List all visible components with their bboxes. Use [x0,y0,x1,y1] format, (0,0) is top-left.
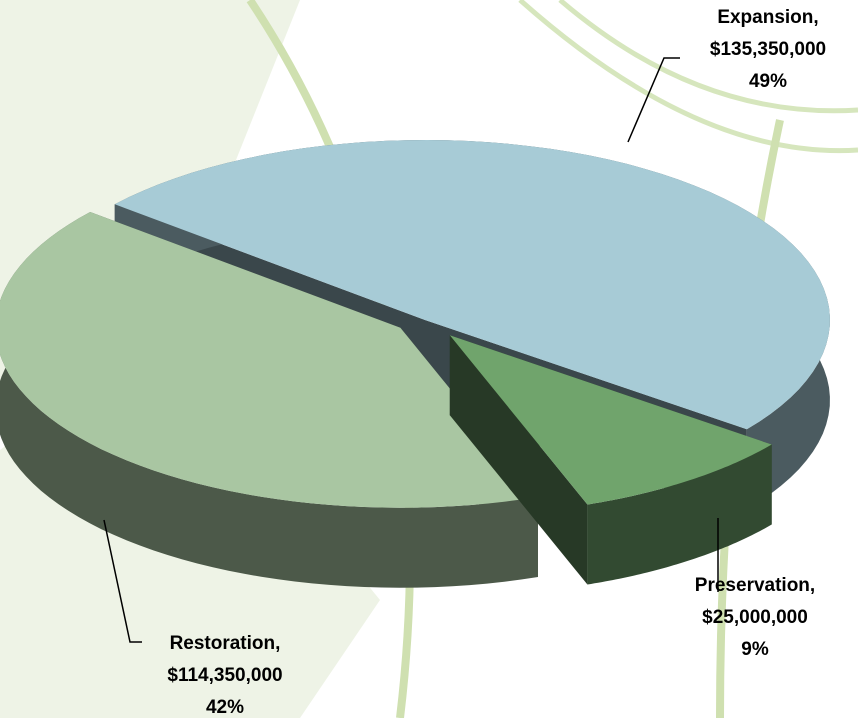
category-label: Expansion, [717,7,818,28]
percent-label: 42% [206,697,244,718]
slice [0,212,538,508]
pie [0,140,830,588]
slice [114,140,830,430]
bg-arc [558,0,858,114]
value-label: $135,350,000 [710,39,826,60]
value-label: $114,350,000 [167,665,282,686]
slice-side [0,212,538,588]
category-label: Restoration, [170,633,281,654]
leader-line [627,57,680,143]
slice [449,335,772,505]
percent-label: 49% [749,71,787,92]
data-labels: Expansion, $135,350,000 49% Preservation, $2… [167,7,826,718]
value-label: $25,000,000 [702,607,808,628]
percent-label: 9% [741,639,769,660]
category-label: Preservation, [695,575,815,596]
leader-line [103,519,142,643]
bg-arc [518,0,858,154]
slice-side [449,335,588,585]
leader-lines [103,57,719,643]
slice-side [587,444,772,585]
